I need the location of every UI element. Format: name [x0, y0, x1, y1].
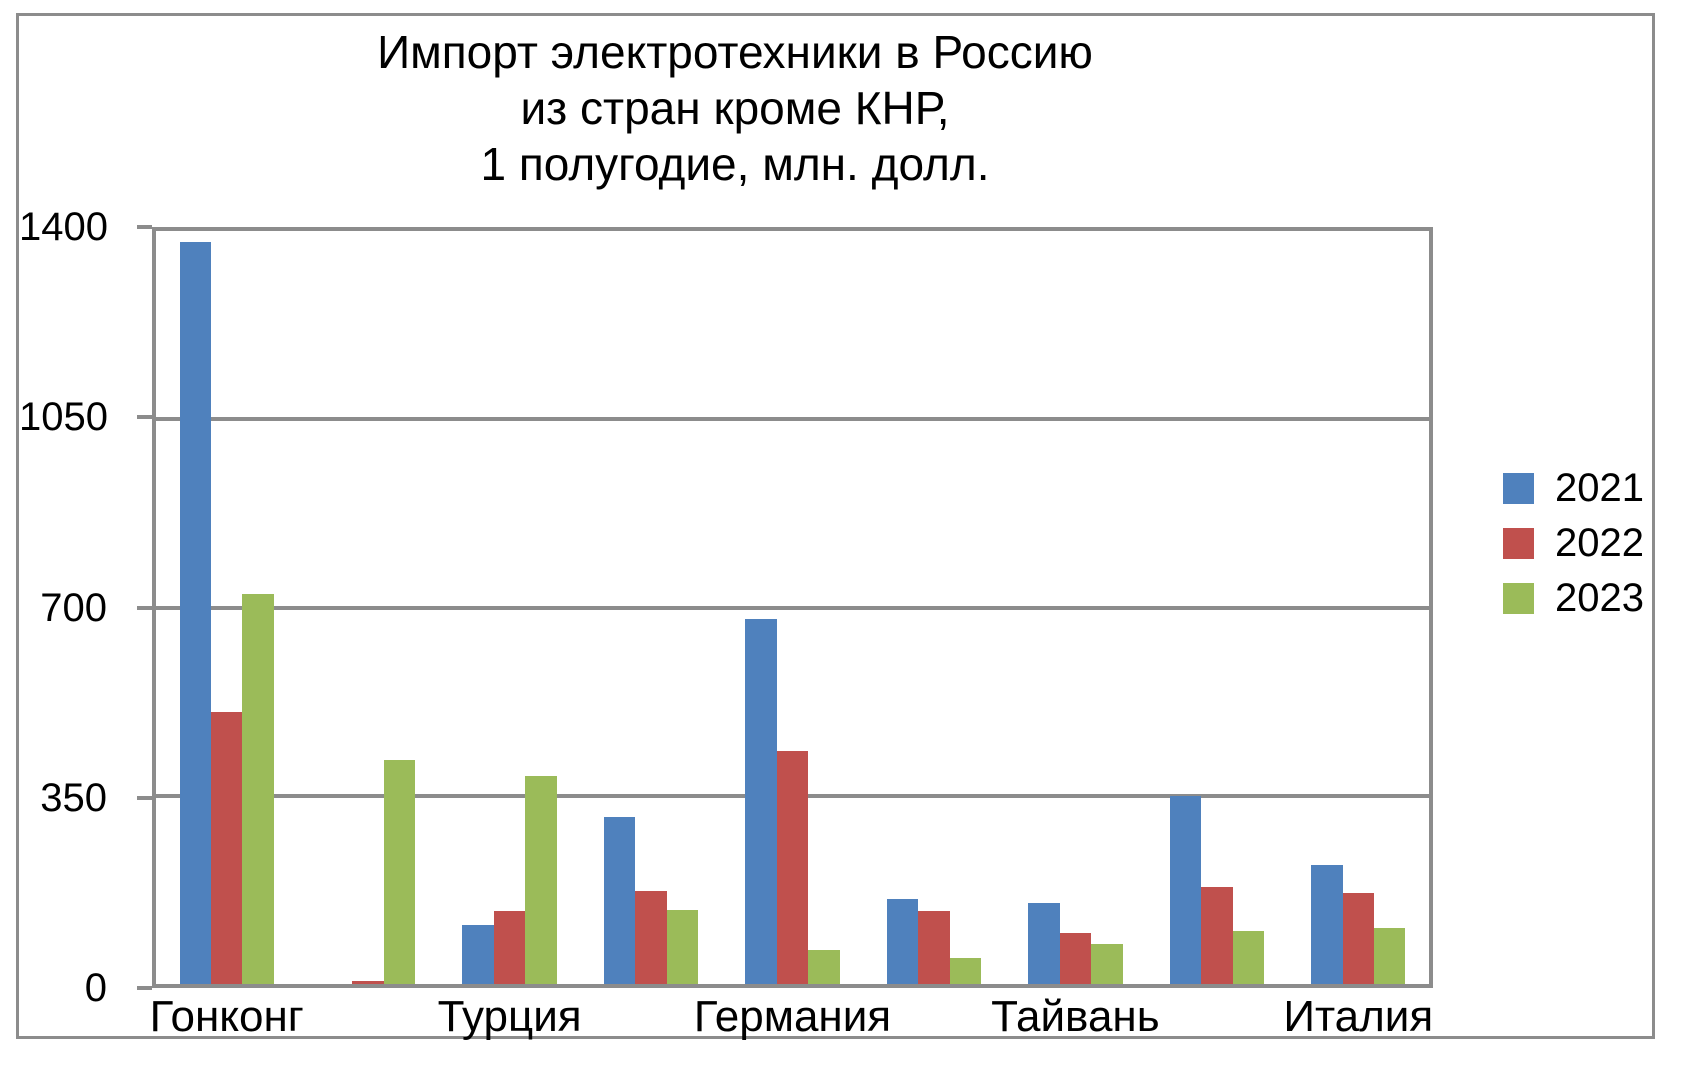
bar-2021-category-9 — [1311, 865, 1343, 984]
bar-2021-category-8 — [1169, 796, 1202, 984]
x-axis-label-Гонконг: Гонконг — [149, 992, 304, 1041]
chart-title-line-3: 1 полугодие, млн. долл. — [480, 138, 990, 190]
chart-frame: Импорт электротехники в Россию из стран … — [16, 13, 1655, 1041]
bar-2021-category-6 — [886, 899, 919, 984]
x-axis-label-Тайвань: Тайвань — [991, 992, 1160, 1041]
bar-2022-category-5 — [776, 751, 809, 984]
y-axis-label-1050: 1050 — [19, 395, 108, 440]
bar-2021-category-4 — [603, 816, 636, 984]
legend: 2021 2022 2023 — [1503, 468, 1644, 618]
gridline-700 — [156, 605, 1429, 610]
legend-swatch-2021 — [1503, 472, 1534, 504]
bar-2023-category-3 — [525, 775, 557, 984]
chart-title-line-1: Импорт электротехники в Россию — [377, 26, 1093, 78]
bar-2023-category-7 — [1091, 943, 1123, 984]
bar-2023-category-9 — [1373, 927, 1406, 984]
y-tick-0 — [137, 986, 152, 990]
bar-2022-category-4 — [635, 890, 667, 984]
legend-label-2023: 2023 — [1555, 576, 1644, 620]
legend-item-2021: 2021 — [1503, 468, 1644, 508]
bar-2021-category-1 — [179, 241, 211, 984]
chart-title: Импорт электротехники в Россию из стран … — [19, 24, 1451, 192]
plot-inner — [156, 231, 1429, 984]
legend-item-2022: 2022 — [1503, 523, 1644, 563]
bar-2021-category-5 — [745, 619, 777, 984]
bar-2021-category-7 — [1028, 902, 1060, 984]
y-tick-350 — [137, 795, 152, 800]
bar-2022-category-9 — [1342, 893, 1374, 984]
y-tick-1400 — [137, 225, 152, 229]
legend-label-2021: 2021 — [1555, 466, 1644, 510]
y-axis-label-700: 700 — [40, 585, 107, 630]
bar-2022-category-7 — [1059, 933, 1092, 984]
bar-2022-category-2 — [352, 980, 384, 984]
legend-item-2023: 2023 — [1503, 578, 1644, 618]
x-axis-label-Италия: Италия — [1283, 992, 1434, 1041]
y-axis-label-0: 0 — [84, 966, 107, 1010]
bar-2022-category-6 — [918, 910, 950, 984]
bar-2023-category-5 — [808, 949, 840, 984]
x-axis-label-Германия: Германия — [693, 992, 892, 1041]
bar-2023-category-8 — [1232, 930, 1264, 984]
legend-label-2022: 2022 — [1555, 521, 1644, 565]
bar-2023-category-1 — [242, 593, 274, 984]
bar-2023-category-2 — [383, 760, 416, 984]
plot-area — [152, 227, 1433, 988]
bar-2022-category-8 — [1201, 887, 1233, 984]
bar-2022-category-1 — [211, 712, 243, 984]
legend-swatch-2022 — [1503, 527, 1534, 559]
bar-2021-category-3 — [462, 924, 494, 984]
bar-2023-category-4 — [666, 909, 699, 984]
y-tick-700 — [137, 605, 152, 610]
bar-2023-category-6 — [949, 958, 982, 984]
x-axis-label-Турция: Турция — [437, 992, 582, 1041]
bar-2022-category-3 — [493, 910, 526, 984]
y-axis-label-1400: 1400 — [19, 205, 108, 249]
legend-swatch-2023 — [1503, 582, 1534, 614]
y-axis-label-350: 350 — [40, 775, 107, 820]
y-tick-1050 — [137, 415, 152, 420]
chart-title-line-2: из стран кроме КНР, — [520, 82, 950, 134]
gridline-1050 — [156, 417, 1429, 422]
